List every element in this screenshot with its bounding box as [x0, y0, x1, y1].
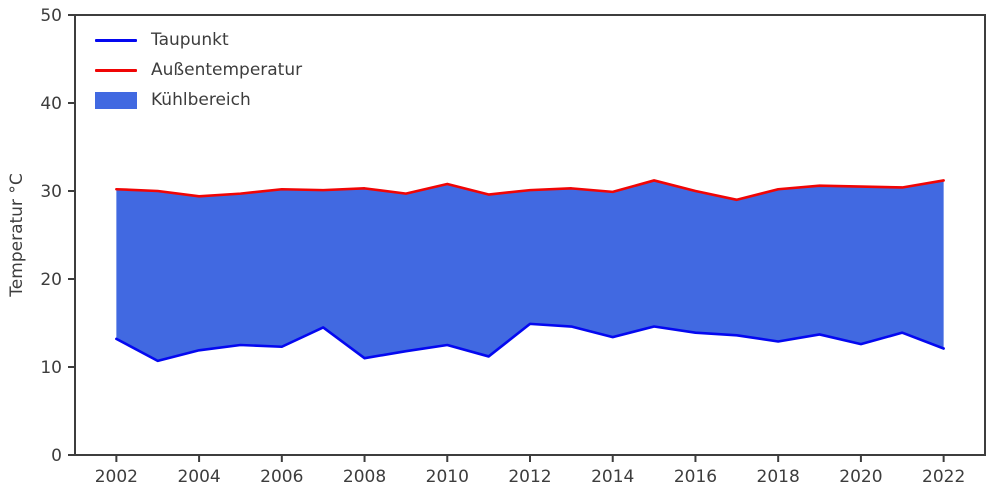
x-tick-label: 2010	[426, 467, 469, 487]
legend-item-taupunkt: Taupunkt	[95, 32, 302, 49]
legend-label-taupunkt: Taupunkt	[151, 30, 229, 50]
legend-label-kuehlbereich: Kühlbereich	[151, 90, 251, 110]
y-tick-label: 30	[40, 182, 62, 202]
x-tick-label: 2020	[839, 467, 882, 487]
x-tick-label: 2018	[757, 467, 800, 487]
legend-patch-swatch-kuehlbereich	[95, 92, 137, 109]
x-tick-label: 2008	[343, 467, 386, 487]
y-tick-label: 50	[40, 6, 62, 26]
x-tick-label: 2004	[177, 467, 220, 487]
series-line-1	[115, 179, 945, 202]
x-tick-label: 2002	[95, 467, 138, 487]
y-tick-label: 10	[40, 358, 62, 378]
y-tick-label: 0	[51, 446, 62, 466]
chart-legend: Taupunkt Außentemperatur Kühlbereich	[95, 32, 302, 109]
y-tick-label: 20	[40, 270, 62, 290]
x-tick-label: 2012	[508, 467, 551, 487]
legend-label-aussentemperatur: Außentemperatur	[151, 60, 303, 80]
x-tick-label: 2022	[922, 467, 965, 487]
y-axis-label: Temperatur °C	[7, 173, 27, 297]
legend-item-kuehlbereich: Kühlbereich	[95, 92, 302, 109]
y-tick-label: 40	[40, 94, 62, 114]
x-tick-label: 2014	[591, 467, 634, 487]
cooling-band-area	[116, 180, 944, 361]
x-tick-label: 2016	[674, 467, 717, 487]
legend-item-aussentemperatur: Außentemperatur	[95, 62, 302, 79]
series-line-0	[115, 322, 945, 363]
legend-line-swatch-taupunkt	[95, 39, 137, 42]
legend-line-swatch-aussentemperatur	[95, 69, 137, 72]
x-tick-label: 2006	[260, 467, 303, 487]
